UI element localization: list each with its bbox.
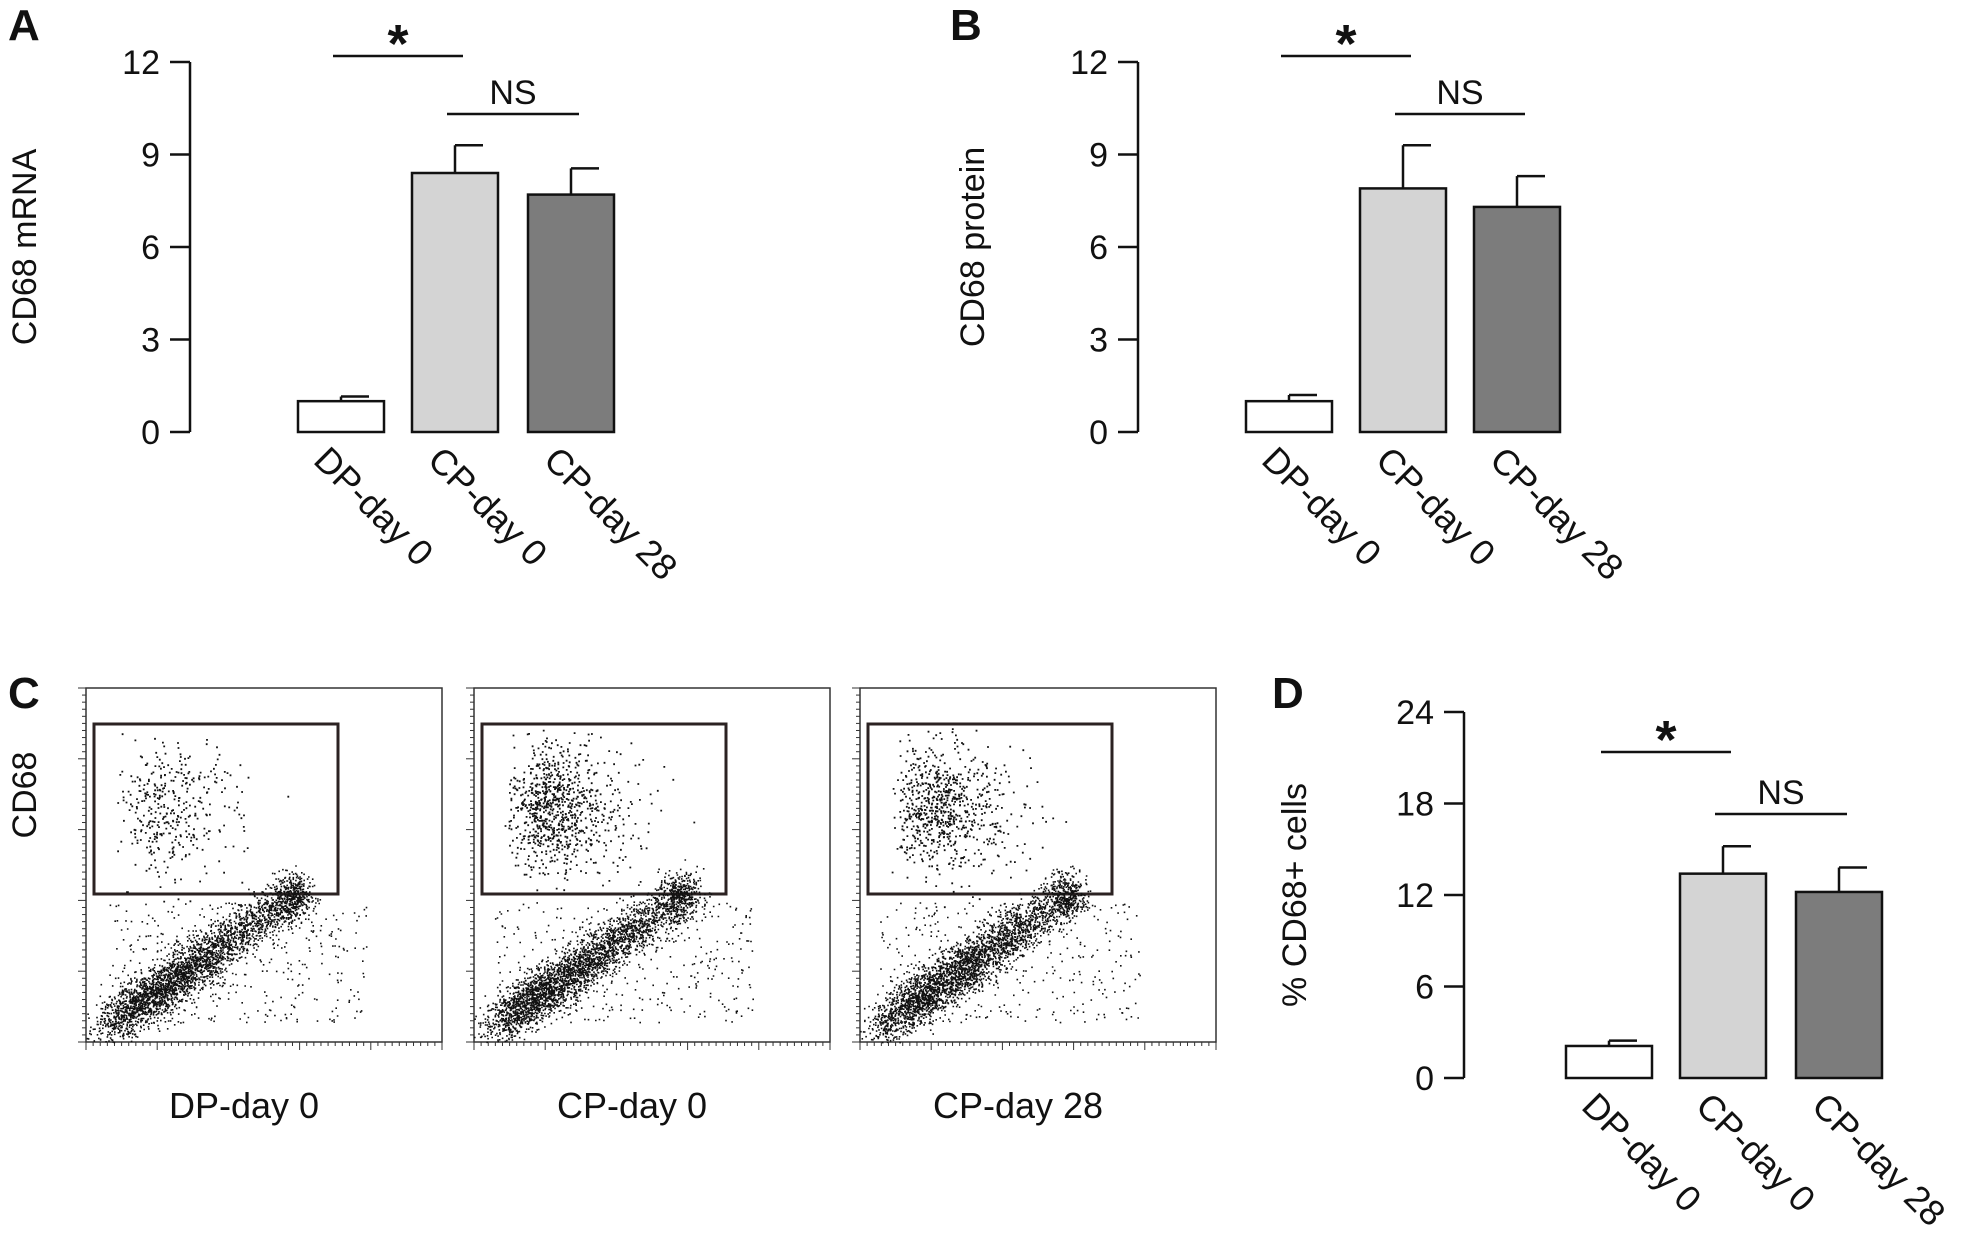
panel-letter-a: A [8,1,40,50]
panel-a-y-tick-label: 6 [141,229,160,267]
panel-letter-b: B [950,1,982,50]
panel-letter-c: C [8,669,40,718]
flow-dots [474,729,754,1044]
flow-plot-3: CP-day 28 [852,687,1217,1126]
flow-plot-1: DP-day 0 [78,687,443,1126]
panel-d-bar [1564,1044,1654,1080]
flow-gate [866,722,1114,896]
panel-b-category-label: DP-day 0 [1254,439,1389,574]
flow-plot-label: CP-day 28 [933,1085,1103,1126]
flow-gate [480,722,728,896]
panel-b-bar [1358,187,1448,434]
flow-dots [86,733,368,1044]
panel-d-bar [1794,890,1884,1080]
panel-b-category-label: CP-day 0 [1368,439,1503,574]
panel-a-y-tick-label: 0 [141,414,160,452]
panel-b-y-tick-label: 0 [1089,414,1108,452]
panel-b-significance-label: * [1335,14,1356,74]
panel-d-y-tick-label: 24 [1396,694,1434,732]
panel-b-bar [1244,399,1334,434]
panel-d-category-label: DP-day 0 [1574,1085,1709,1220]
panel-a-significance-label: NS [489,74,536,112]
panel-d-y-axis-label: % CD68+ cells [1276,783,1314,1007]
panel-a-category-label: CP-day 0 [420,439,555,574]
panel-b-category-label: CP-day 28 [1482,439,1631,588]
panel-a-significance-label: * [387,14,408,74]
panel-b-y-tick-label: 3 [1089,322,1108,360]
panel-b-y-tick-label: 9 [1089,137,1108,175]
flow-plot-frame [85,687,443,1043]
panel-d-significance-label: * [1655,710,1676,770]
panel-d-y-tick-label: 0 [1415,1060,1434,1098]
panel-b-y-axis-label: CD68 protein [954,147,992,347]
panel-a-y-axis-label: CD68 mRNA [6,148,44,345]
panel-d-y-tick-label: 12 [1396,877,1434,915]
panel-b-y-tick-label: 6 [1089,229,1108,267]
panel-d: D 0 6 12 18 24 % CD68+ cells DP-day 0CP-day 0C… [1272,669,1954,1234]
panel-a-y-tick-label: 9 [141,137,160,175]
panel-d-significance-label: NS [1757,774,1804,812]
panel-d-category-label: CP-day 0 [1688,1085,1823,1220]
panel-d-category-label: CP-day 28 [1804,1085,1953,1234]
flow-gate [92,722,340,896]
panel-a-category-label: DP-day 0 [306,439,441,574]
panel-a-y-tick-label: 12 [122,44,160,82]
panel-b-y-tick-label: 12 [1070,44,1108,82]
panel-b: B 0 3 6 9 12 CD68 protein DP-day 0CP-day 0CP-d… [950,1,1632,588]
panel-letter-d: D [1272,669,1304,718]
panel-a-bar [526,193,616,434]
panel-a-bar [296,399,386,434]
panel-d-y-tick-label: 6 [1415,969,1434,1007]
panel-b-bar [1472,205,1562,434]
panel-a-category-label: CP-day 28 [536,439,685,588]
panel-d-bar [1678,872,1768,1080]
panel-d-y-tick-label: 18 [1396,786,1434,824]
panel-b-significance-label: NS [1436,74,1483,112]
panel-c-y-axis-label: CD68 [6,752,44,839]
panel-c: C CD68 DP-day 0 CP-day 0 CP-day 28 [6,669,1217,1126]
flow-dots [860,728,1141,1044]
panel-a-y-tick-label: 3 [141,322,160,360]
flow-plot-label: CP-day 0 [557,1085,707,1126]
flow-plot-label: DP-day 0 [169,1085,319,1126]
panel-a: A 0 3 6 9 12 CD68 mRNA DP-day 0CP-day 0CP-day … [6,1,686,588]
flow-plot-2: CP-day 0 [466,687,831,1126]
panel-a-bar [410,171,500,434]
